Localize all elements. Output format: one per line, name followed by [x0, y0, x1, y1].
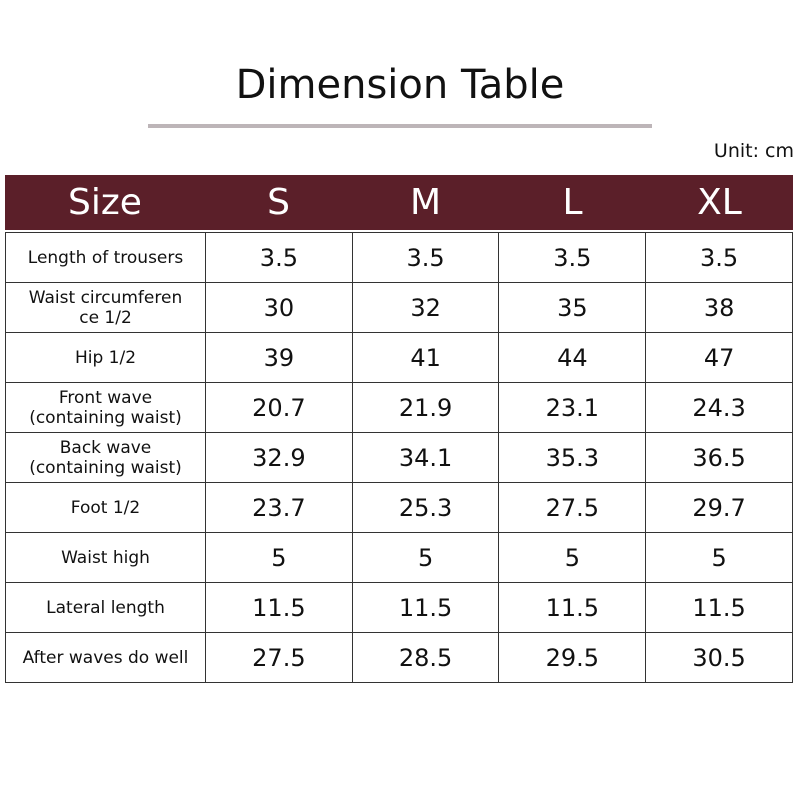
column-header: L [562, 182, 583, 223]
cell: 3.5 [351, 232, 500, 283]
column-header: Size [68, 182, 142, 223]
cell: 27.5 [498, 482, 647, 533]
column-header: M [409, 182, 442, 223]
cell: 20.7 [205, 382, 353, 433]
cell: 32 [351, 282, 500, 333]
cell: 5 [205, 532, 353, 583]
cell: 5 [645, 532, 793, 583]
cell: 34.1 [351, 432, 500, 483]
table-header: Size S M L XL [5, 175, 793, 230]
table-row: Back wave (containing waist) 32.9 34.1 35.3… [4, 432, 793, 483]
cell: 29.5 [498, 632, 647, 683]
cell: 32.9 [205, 432, 353, 483]
row-label: Front wave (containing waist) [4, 382, 207, 433]
cell: 41 [351, 332, 500, 383]
title: Dimension Table [235, 62, 565, 108]
table-row: Foot 1/2 23.7 25.3 27.5 29.7 [4, 482, 793, 533]
cell: 11.5 [351, 582, 500, 633]
divider [148, 124, 652, 128]
cell: 28.5 [351, 632, 500, 683]
row-label: Waist circumferen ce 1/2 [4, 282, 207, 333]
cell: 30 [205, 282, 353, 333]
table-row: Length of trousers 3.5 3.5 3.5 3.5 [4, 232, 793, 283]
cell: 47 [645, 332, 793, 383]
row-label: Length of trousers [4, 232, 207, 283]
cell: 5 [351, 532, 500, 583]
cell: 27.5 [205, 632, 353, 683]
column-header: XL [697, 182, 742, 223]
table-row: Hip 1/2 39 41 44 47 [4, 332, 793, 383]
column-header: S [267, 182, 290, 223]
table-row: After waves do well 27.5 28.5 29.5 30.5 [4, 632, 793, 683]
cell: 21.9 [351, 382, 500, 433]
cell: 39 [205, 332, 353, 383]
row-label: Hip 1/2 [4, 332, 207, 383]
row-label: Lateral length [4, 582, 207, 633]
cell: 29.7 [645, 482, 793, 533]
table-row: Front wave (containing waist) 20.7 21.9 23.… [4, 382, 793, 433]
row-label: Waist high [4, 532, 207, 583]
cell: 38 [645, 282, 793, 333]
cell: 35.3 [498, 432, 647, 483]
table: Length of trousers 3.5 3.5 3.5 3.5 Waist circ… [4, 232, 793, 683]
cell: 30.5 [645, 632, 793, 683]
cell: 23.7 [205, 482, 353, 533]
row-label: Foot 1/2 [4, 482, 207, 533]
cell: 35 [498, 282, 647, 333]
cell: 11.5 [645, 582, 793, 633]
cell: 11.5 [498, 582, 647, 633]
table-row: Waist circumferen ce 1/2 30 32 35 38 [4, 282, 793, 333]
cell: 23.1 [498, 382, 647, 433]
cell: 11.5 [205, 582, 353, 633]
cell: 3.5 [645, 232, 793, 283]
cell: 44 [498, 332, 647, 383]
cell: 3.5 [205, 232, 353, 283]
table-row: Lateral length 11.5 11.5 11.5 11.5 [4, 582, 793, 633]
cell: 5 [498, 532, 647, 583]
table-row: Waist high 5 5 5 5 [4, 532, 793, 583]
cell: 24.3 [645, 382, 793, 433]
row-label: Back wave (containing waist) [4, 432, 207, 483]
cell: 36.5 [645, 432, 793, 483]
row-label: After waves do well [4, 632, 207, 683]
cell: 25.3 [351, 482, 500, 533]
cell: 3.5 [498, 232, 647, 283]
unit-label: Unit: cm [713, 140, 794, 162]
